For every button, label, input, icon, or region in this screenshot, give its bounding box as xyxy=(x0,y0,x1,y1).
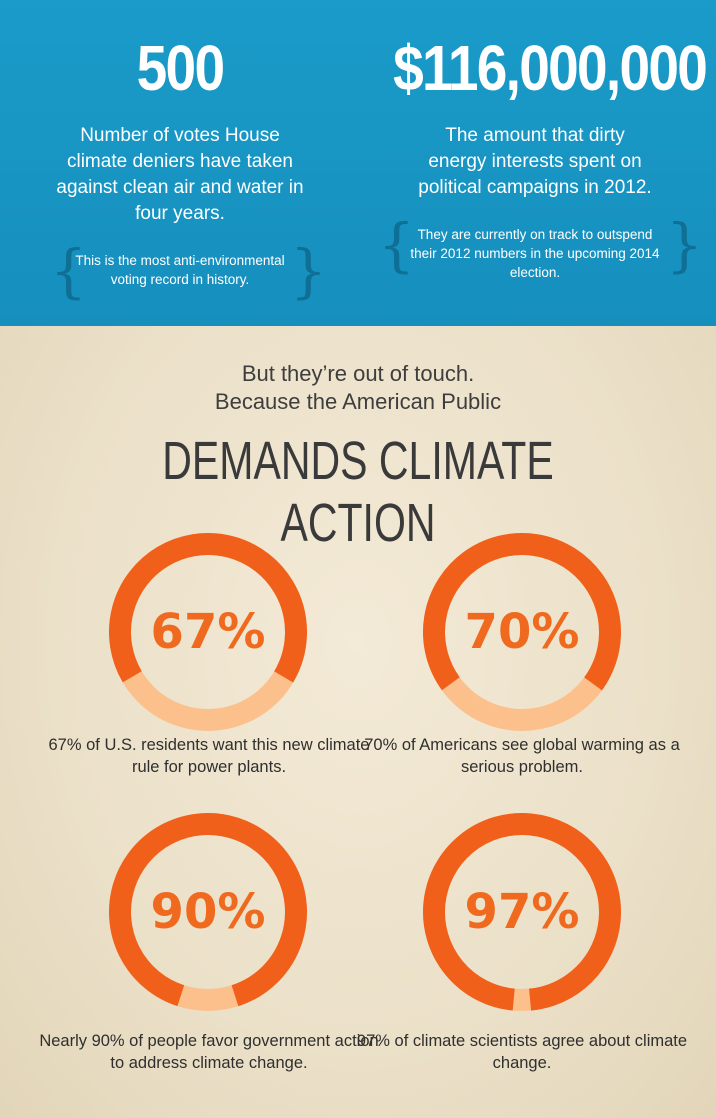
headline: DEMANDS CLIMATE ACTION xyxy=(162,431,554,553)
top-blue-band: 500 Number of votes House climate denier… xyxy=(0,0,716,326)
votes-stat: 500 Number of votes House climate denier… xyxy=(40,0,327,305)
lead-line-1: But they’re out of touch. xyxy=(241,361,475,386)
close-brace-icon: } xyxy=(666,211,703,279)
close-brace-icon: } xyxy=(290,237,327,305)
donut-70: 70% xyxy=(422,532,622,732)
spending-note: They are currently on track to outspend … xyxy=(410,227,660,280)
open-brace-icon: { xyxy=(50,237,87,305)
stat-caption: 67% of U.S. residents want this new clim… xyxy=(48,736,370,776)
donut-ring-icon xyxy=(423,813,621,1011)
open-brace-icon: { xyxy=(378,211,415,279)
votes-description: Number of votes House climate deniers ha… xyxy=(56,125,304,224)
donut-ring-icon xyxy=(108,533,307,731)
spending-stat: $116,000,000 The amount that dirty energ… xyxy=(370,0,708,280)
donut-percent-label: 90% xyxy=(150,884,266,940)
lead-line-2: Because the American Public xyxy=(214,389,502,414)
donut-67: 67% xyxy=(108,532,308,732)
donut-97: 97% xyxy=(422,812,622,1012)
donut-percent-label: 67% xyxy=(150,604,266,660)
votes-number: 500 xyxy=(136,32,225,104)
votes-note-block: { This is the most anti-environmental vo… xyxy=(40,241,327,305)
donut-90: 90% xyxy=(108,812,308,1012)
spending-description: The amount that dirty energy interests s… xyxy=(418,125,652,198)
donut-ring-icon xyxy=(423,533,621,731)
stat-caption: 70% of Americans see global warming as a… xyxy=(364,736,680,776)
spending-note-block: { They are currently on track to outspen… xyxy=(370,215,703,280)
lead-text: But they’re out of touch. Because the Am… xyxy=(0,360,716,416)
stat-caption: Nearly 90% of people favor government ac… xyxy=(39,1032,379,1072)
donut-ring-icon xyxy=(108,813,307,1011)
spending-number: $116,000,000 xyxy=(393,32,708,104)
donut-percent-label: 97% xyxy=(464,884,580,940)
votes-note: This is the most anti-environmental voti… xyxy=(75,253,285,287)
public-opinion-section: But they’re out of touch. Because the Am… xyxy=(0,326,716,1118)
donut-percent-label: 70% xyxy=(464,604,580,660)
stat-caption: 97% of climate scientists agree about cl… xyxy=(356,1032,688,1072)
